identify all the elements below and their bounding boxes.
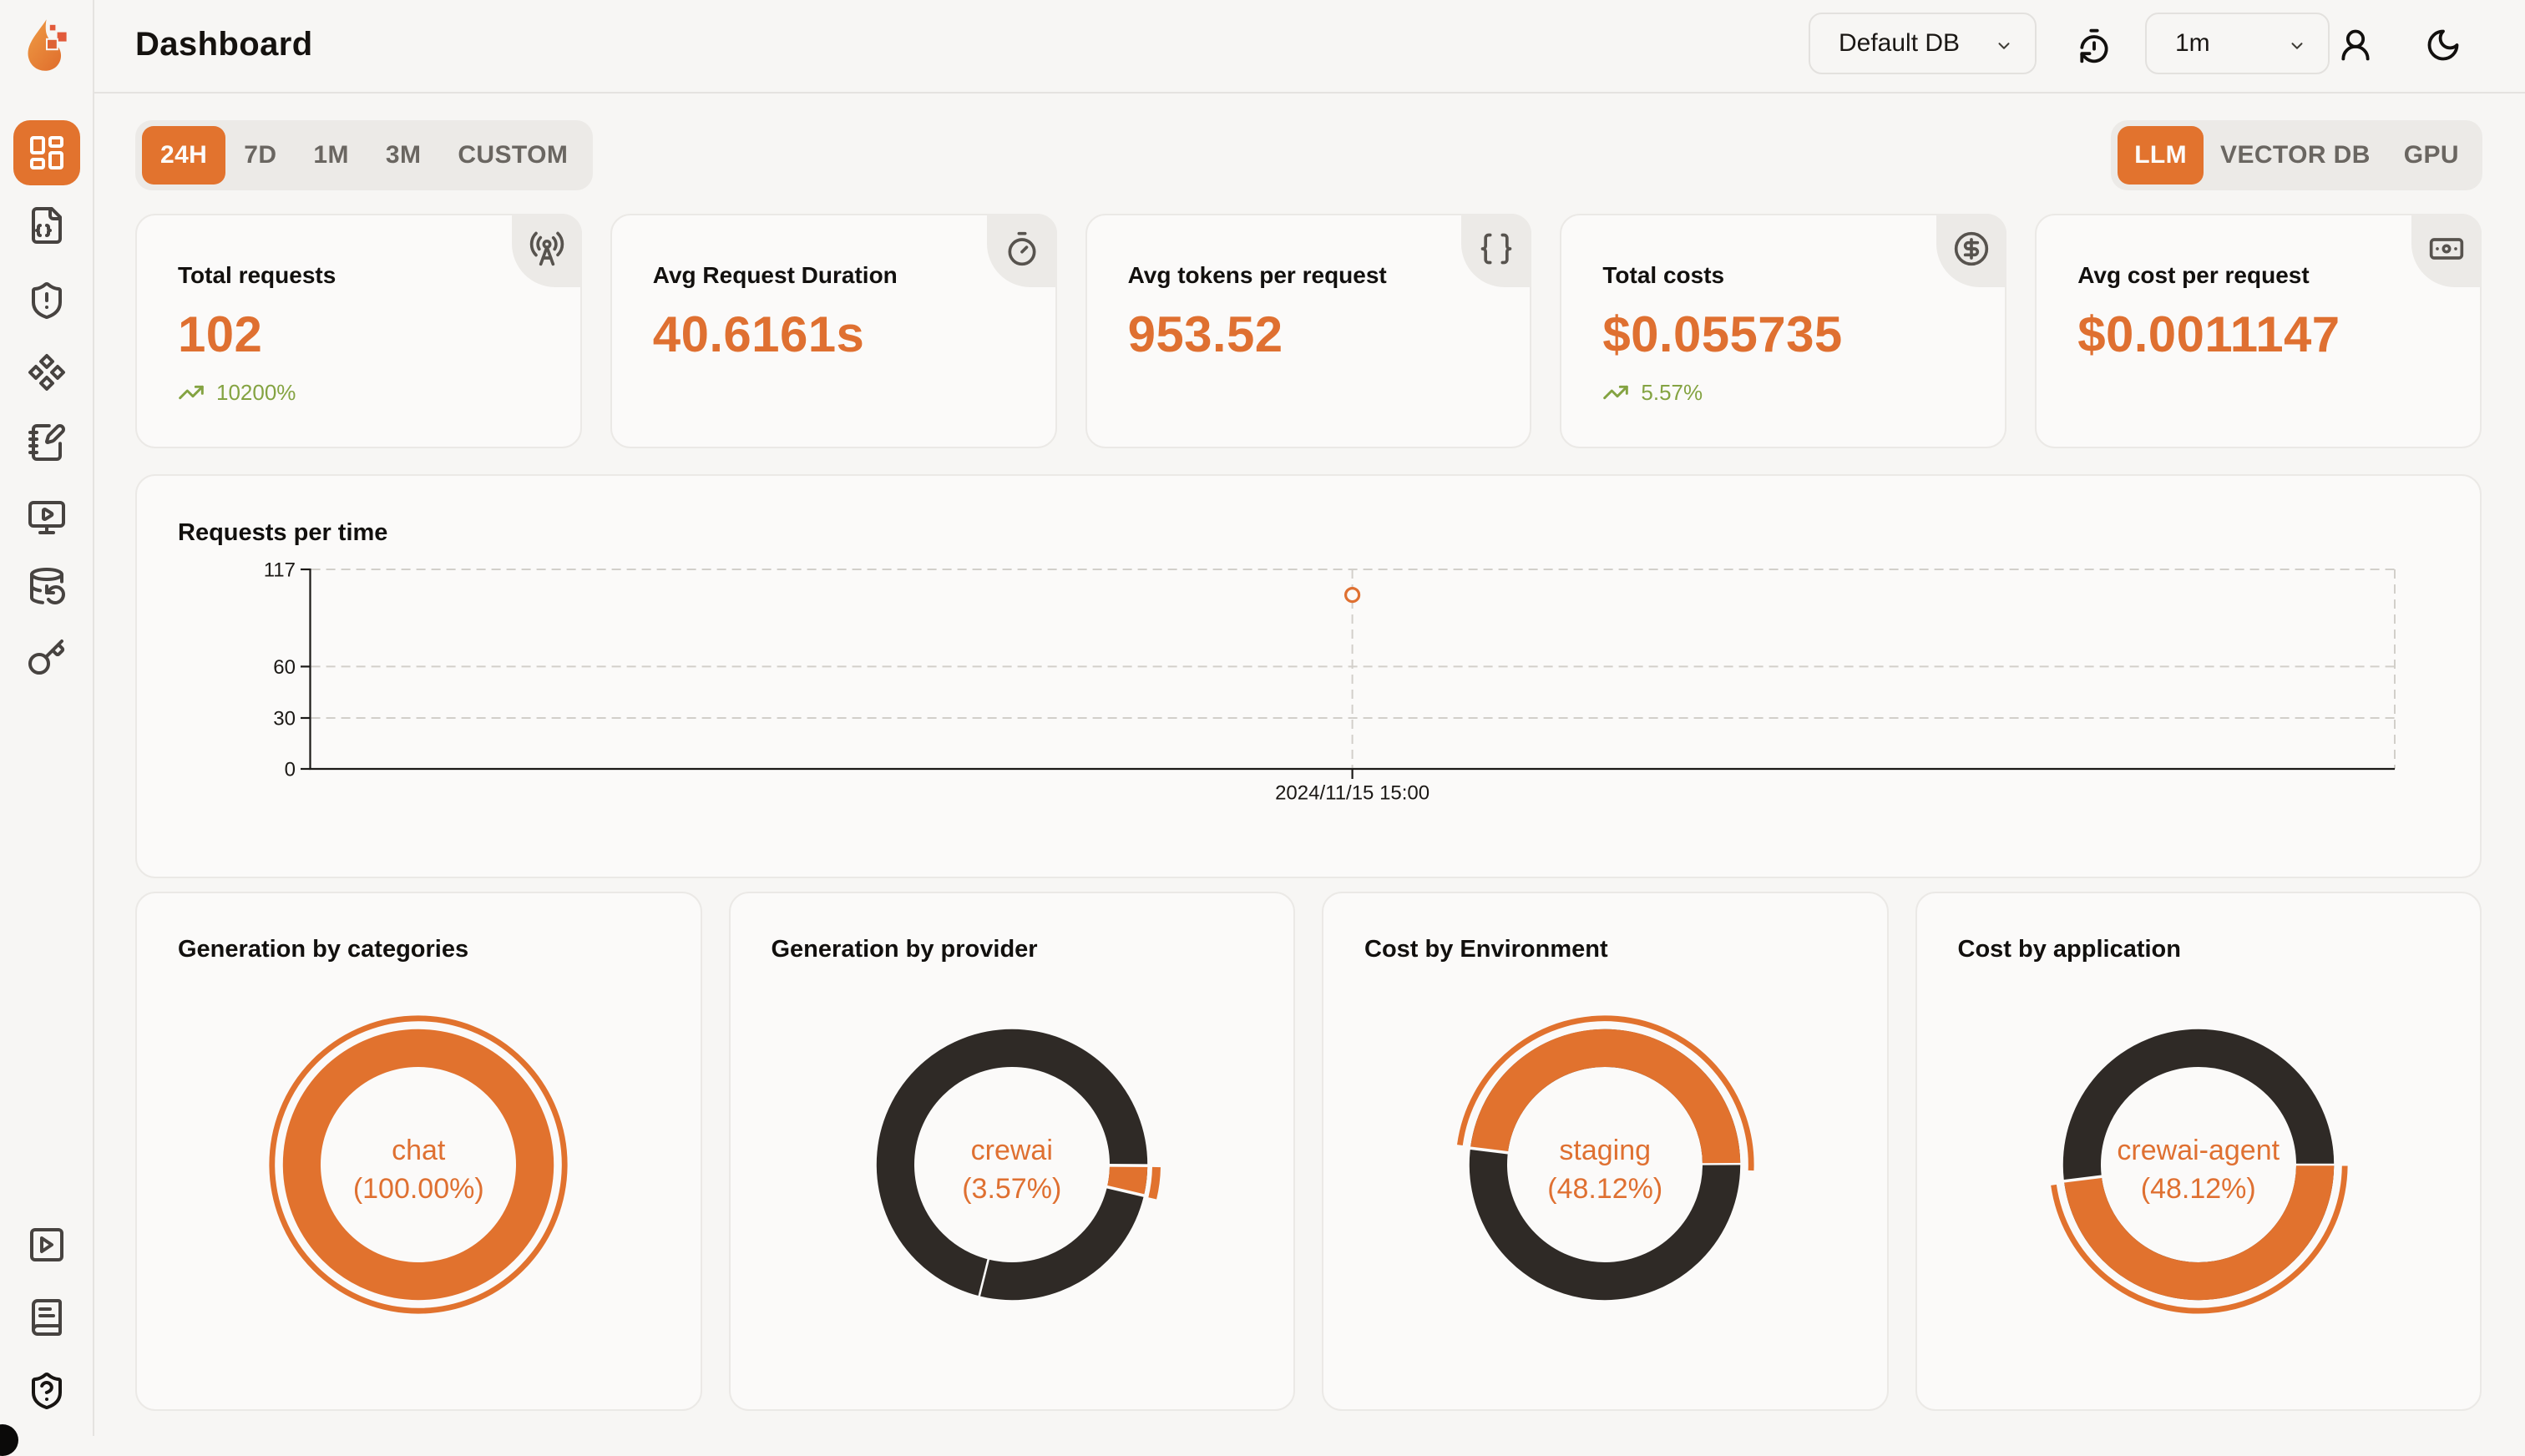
svg-text:2024/11/15 15:00: 2024/11/15 15:00	[1275, 782, 1429, 805]
svg-text:117: 117	[264, 559, 296, 582]
svg-text:60: 60	[273, 656, 296, 679]
svg-text:0: 0	[285, 759, 296, 781]
svg-text:30: 30	[273, 708, 296, 731]
